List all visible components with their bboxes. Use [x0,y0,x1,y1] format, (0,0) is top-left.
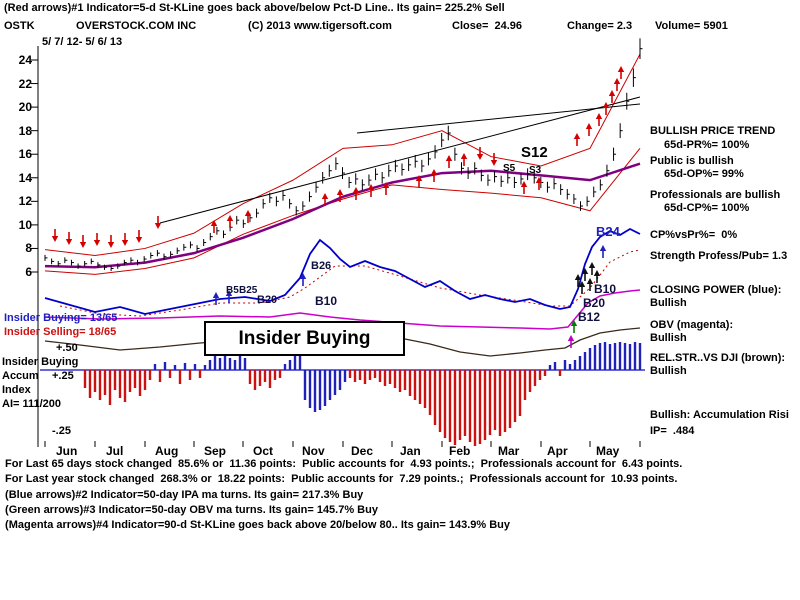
copyright-text: (C) 2013 www.tigersoft.com [248,20,392,32]
insider-selling-count: Insider Selling= 18/65 [4,326,117,338]
indicator-2-legend: (Blue arrows)#2 Indicator=50-day IPA ma … [2,489,364,501]
strength-ratio: Strength Profess/Pub= 1.3 [650,250,788,262]
relstr-status: Bullish [650,365,687,377]
cp-percent: 65d-CP%= 100% [664,202,750,214]
accum-panel-title-1: Insider Buying [2,356,79,368]
accum-scale-plus25: +.25 [52,370,74,382]
obv-title: OBV (magenta): [650,319,734,331]
cp-vs-pr: CP%vsPr%= 0% [650,229,738,241]
date-range: 5/ 7/ 12- 5/ 6/ 13 [42,36,123,48]
relstr-title: REL.STR..VS DJI (brown): [650,352,786,364]
obv-status: Bullish [650,332,687,344]
stats-65day-line: For Last 65 days stock changed 85.6% or … [2,458,683,470]
public-status: Public is bullish [650,155,734,167]
volume-value: Volume= 5901 [655,20,728,32]
accum-panel-title-2: Accum [2,370,39,382]
accumulation-status: Bullish: Accumulation Risi [650,409,789,421]
ip-value: IP= .484 [650,425,695,437]
change-value: Change= 2.3 [567,20,633,32]
op-percent: 65d-OP%= 99% [664,168,744,180]
close-value: Close= 24.96 [452,20,523,32]
accum-panel-title-3: Index [2,384,31,396]
company-name: OVERSTOCK.COM INC [76,20,197,32]
accum-scale-plus50: +.50 [56,342,78,354]
indicator-3-legend: (Green arrows)#3 Indicator=50-day OBV ma… [2,504,378,516]
professionals-status: Professionals are bullish [650,189,781,201]
closing-power-title: CLOSING POWER (blue): [650,284,782,296]
stats-year-line: For Last year stock changed 268.3% or 18… [2,473,678,485]
insider-buying-count: Insider Buying= 13/65 [4,312,118,324]
closing-power-status: Bullish [650,297,687,309]
indicator-4-legend: (Magenta arrows)#4 Indicator=90-d St-KLi… [2,519,510,531]
accum-scale-minus25: -.25 [52,425,71,437]
indicator-1-legend: (Red arrows)#1 Indicator=5-d St-KLine go… [4,2,505,14]
pr-percent: 65d-PR%= 100% [664,139,750,151]
accum-index-value: AI= 111/200 [2,398,62,410]
price-trend-status: BULLISH PRICE TREND [650,125,776,137]
ticker-symbol: OSTK [4,20,35,32]
insider-buying-callout: Insider Buying [204,321,405,356]
